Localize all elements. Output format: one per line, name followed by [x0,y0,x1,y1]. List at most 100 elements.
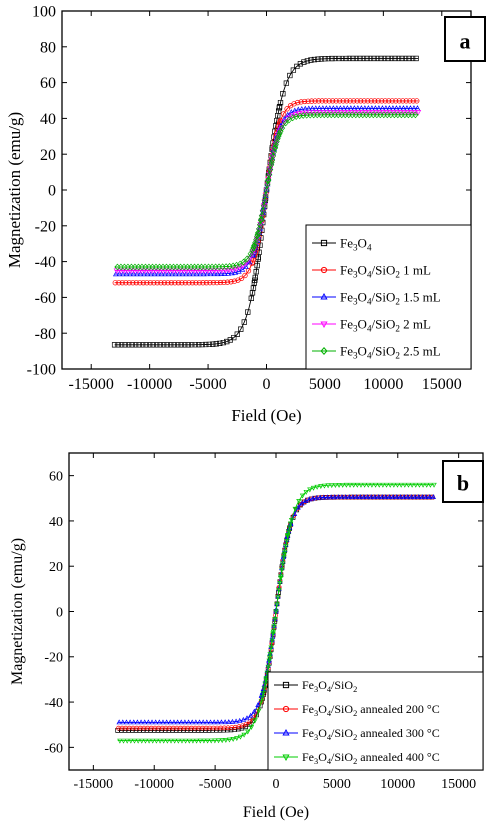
legend-entry: Fe3O4/SiO2 [274,678,357,694]
legend-label: Fe3O4/SiO2 1.5 mL [340,290,441,307]
legend-subscript: 4 [367,351,372,361]
x-tick-label: 10000 [363,376,403,393]
legend-swatch-marker [282,728,290,736]
series-fe3o4-sio2-2-5-ml [114,111,419,271]
x-tick-label: 5000 [323,777,351,792]
legend-subscript: 4 [327,709,332,718]
legend-text: 1 mL [400,263,431,278]
legend-text: /SiO [331,750,353,764]
legend-text: 2.5 mL [400,344,441,359]
legend-subscript: 3 [353,243,358,253]
legend-text: Fe [340,317,353,332]
series-fe3o4-sio2-annealed-400-c [117,482,437,744]
x-tick-label: -10000 [127,376,172,393]
legend-subscript: 3 [314,685,318,694]
y-tick-label: -20 [44,651,63,666]
legend-subscript: 4 [367,270,372,280]
chart-panel-a: -15000 -10000 -5000 0 5000 10000 15000 -100 -80 -… [5,4,486,425]
legend-text: O [358,317,367,332]
legend-subscript: 3 [314,733,318,742]
y-axis-label: Magnetization (emu/g) [5,112,24,268]
legend-subscript: 2 [395,324,400,334]
x-tick-label: -15000 [74,777,114,792]
legend-entry: Fe3O4/SiO2 annealed 200 °C [274,702,440,718]
legend-text: /SiO [331,702,353,716]
legend-entry: Fe3O4/SiO2 2 mL [312,317,431,334]
legend-entry: Fe3O4/SiO2 annealed 300 °C [274,726,440,742]
legend-subscript: 4 [327,685,332,694]
legend-label: Fe3O4/SiO2 2 mL [340,317,431,334]
legend-text: /SiO [371,344,395,359]
legend-text: Fe [302,726,314,740]
legend-label: Fe3O4/SiO2 [302,678,357,694]
legend-subscript: 4 [327,733,332,742]
y-tick-label: 0 [48,183,56,200]
legend-text: Fe [340,263,353,278]
legend-text: /SiO [371,263,395,278]
legend-text: O [358,290,367,305]
panel-label: a [460,29,471,54]
x-tick-label: 0 [273,777,280,792]
x-axis-label: Field (Oe) [243,804,309,821]
x-tick-label: 15000 [441,777,476,792]
legend-subscript: 3 [353,297,358,307]
legend-swatch-marker [320,292,328,300]
legend-text: /SiO [371,317,395,332]
legend-text: Fe [340,236,353,251]
legend-subscript: 4 [327,757,332,766]
legend-subscript: 2 [395,297,400,307]
legend-text: annealed 400 °C [357,750,439,764]
legend-box [267,671,484,771]
legend-text: O [358,236,367,251]
y-tick-label: -60 [44,741,63,756]
legend-label: Fe3O4/SiO2 annealed 300 °C [302,726,440,742]
legend-text: O [318,678,327,692]
legend-text: Fe [302,678,314,692]
legend-entry: Fe3O4 [312,236,372,253]
y-tick-label: 40 [49,515,63,530]
legend-swatch-marker [320,266,328,274]
legend-entry: Fe3O4/SiO2 2.5 mL [312,344,441,361]
legend-text: O [358,344,367,359]
y-tick-label: -80 [35,326,56,343]
x-tick-label: -10000 [134,777,174,792]
legend-text: O [318,726,327,740]
y-tick-label: 100 [32,4,56,21]
legend-text: Fe [302,702,314,716]
y-tick-label: 40 [40,111,56,128]
legend-subscript: 3 [314,709,318,718]
legend-label: Fe3O4 [340,236,372,253]
legend-swatch-marker [282,705,290,713]
y-tick-label: 20 [49,560,63,575]
legend-text: /SiO [371,290,395,305]
y-tick-label: 20 [40,147,56,164]
panel-label: b [457,471,469,496]
y-tick-label: 60 [40,75,56,92]
legend-entry: Fe3O4/SiO2 annealed 400 °C [274,750,440,766]
legend-entry: Fe3O4/SiO2 1 mL [312,263,431,280]
y-axis-label: Magnetization (emu/g) [9,538,26,685]
x-axis-label: Field (Oe) [231,406,301,425]
legend-label: Fe3O4/SiO2 1 mL [340,263,431,280]
legend-text: /SiO [331,678,353,692]
legend-text: Fe [340,344,353,359]
legend-text: 1.5 mL [400,290,441,305]
legend-subscript: 4 [367,324,372,334]
legend-subscript: 2 [353,709,357,718]
x-tick-label: -5000 [199,777,232,792]
x-tick-label: -15000 [69,376,114,393]
legend-label: Fe3O4/SiO2 annealed 200 °C [302,702,440,718]
y-tick-label: -40 [44,696,63,711]
x-tick-label: 5000 [309,376,341,393]
legend-swatch-marker [320,239,328,247]
y-tick-label: -100 [27,362,56,379]
legend-subscript: 4 [367,297,372,307]
legend-swatch-marker [320,321,328,329]
legend-text: Fe [340,290,353,305]
legend-text: O [318,750,327,764]
y-tick-label: -60 [35,290,56,307]
x-tick-label: -5000 [189,376,226,393]
panel-label-box [444,16,486,62]
legend-subscript: 4 [367,243,372,253]
